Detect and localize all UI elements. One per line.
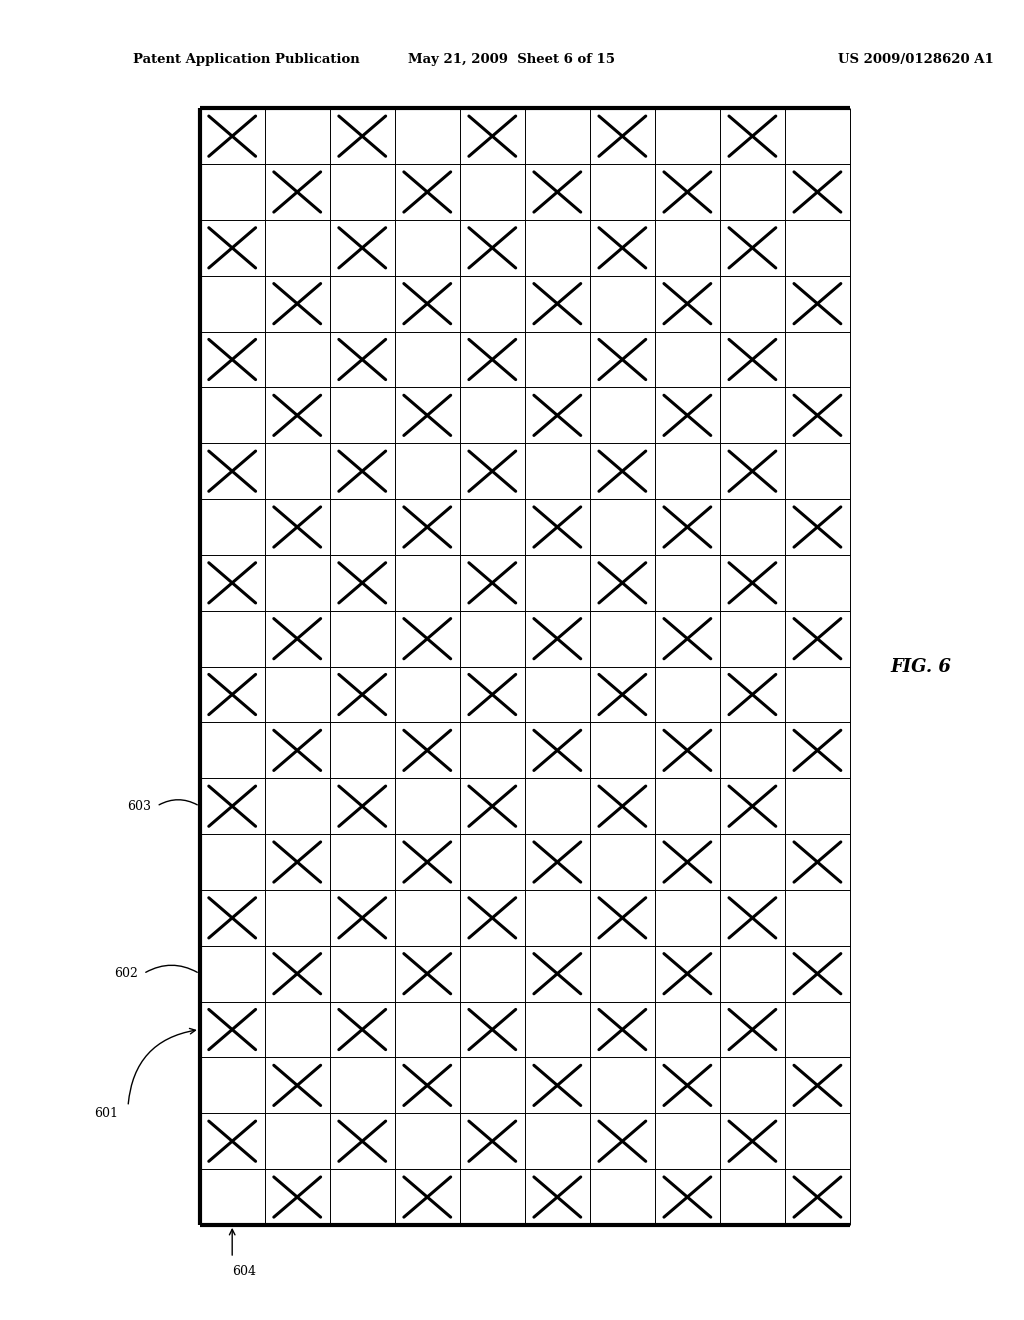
Text: 604: 604 [232,1265,256,1278]
Text: FIG. 6: FIG. 6 [891,657,951,676]
Text: US 2009/0128620 A1: US 2009/0128620 A1 [838,53,993,66]
Text: May 21, 2009  Sheet 6 of 15: May 21, 2009 Sheet 6 of 15 [409,53,615,66]
Text: 601: 601 [94,1106,118,1119]
Text: 603: 603 [128,800,152,813]
Text: Patent Application Publication: Patent Application Publication [133,53,359,66]
Text: 602: 602 [115,968,138,981]
